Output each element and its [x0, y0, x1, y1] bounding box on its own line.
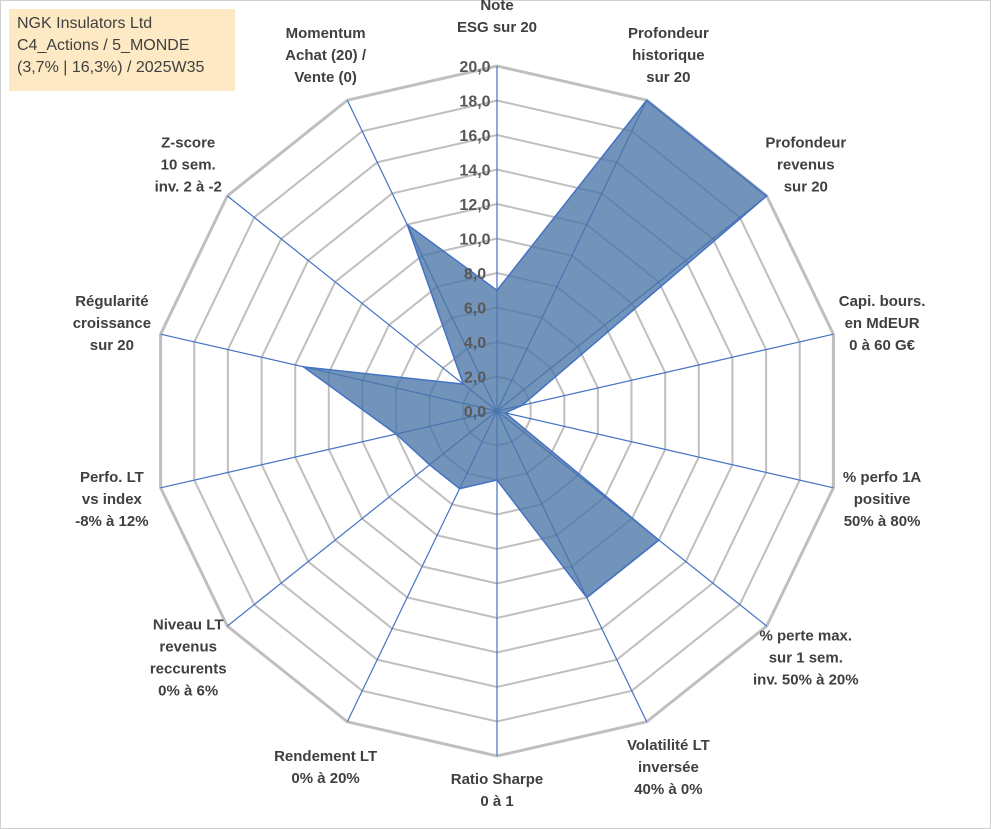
axis-label-8: Rendement LT 0% à 20%	[274, 748, 377, 787]
axis-label-6-line-2: 40% à 0%	[634, 781, 702, 798]
radar-tick-labels: 0,0 2,0 4,0 6,0 8,0 10,0 12,0 14,0 16,0 18,0 20,0	[459, 59, 490, 421]
axis-label-5-line-2: inv. 50% à 20%	[753, 671, 859, 688]
axis-label-9-line-3: 0% à 6%	[158, 682, 218, 699]
axis-label-10-line-0: Perfo. LT	[80, 469, 144, 486]
axis-label-11-line-0: Régularité	[75, 293, 148, 310]
axis-label-2-line-1: revenus	[777, 157, 835, 174]
axis-label-8-line-1: 0% à 20%	[291, 770, 359, 787]
axis-label-11: Régularité croissance sur 20	[73, 293, 151, 354]
axis-label-9-line-1: revenus	[159, 638, 217, 655]
axis-label-13: Momentum Achat (20) / Vente (0)	[285, 25, 367, 86]
axis-label-9: Niveau LT revenus reccurents 0% à 6%	[150, 616, 227, 699]
tick-label-6: 12,0	[459, 197, 490, 214]
tick-label-5: 10,0	[459, 232, 490, 249]
tick-label-4: 8,0	[464, 266, 486, 283]
performance-week: (3,7% | 16,3%) / 2025W35	[17, 59, 205, 76]
axis-label-9-line-2: reccurents	[150, 660, 227, 677]
tick-label-2: 4,0	[464, 335, 486, 352]
radar-series	[300, 99, 768, 599]
axis-label-10-line-2: -8% à 12%	[75, 513, 148, 530]
axis-label-2-line-2: sur 20	[784, 179, 828, 196]
radar-axis-labels: Note ESG sur 20 Profondeur historique sur 20…	[73, 0, 926, 810]
axis-label-3-line-2: 0 à 60 G€	[849, 337, 916, 354]
tick-label-0: 0,0	[464, 404, 486, 421]
axis-label-12-line-0: Z-score	[161, 135, 215, 152]
axis-label-3: Capi. bours. en MdEUR 0 à 60 G€	[839, 293, 926, 354]
info-box: NGK Insulators Ltd C4_Actions / 5_MONDE …	[9, 9, 235, 91]
tick-label-1: 2,0	[464, 370, 486, 387]
tick-label-10: 20,0	[459, 59, 490, 76]
axis-label-11-line-1: croissance	[73, 315, 151, 332]
axis-spoke-12	[226, 195, 498, 412]
axis-label-4-line-1: positive	[854, 491, 911, 508]
axis-label-5: % perte max. sur 1 sem. inv. 50% à 20%	[753, 627, 859, 688]
axis-label-1-line-1: historique	[632, 47, 705, 64]
axis-label-12: Z-score 10 sem. inv. 2 à -2	[155, 135, 222, 196]
axis-label-1: Profondeur historique sur 20	[628, 25, 709, 86]
axis-label-1-line-2: sur 20	[646, 69, 690, 86]
tick-label-3: 6,0	[464, 301, 486, 318]
axis-label-8-line-0: Rendement LT	[274, 748, 377, 765]
portfolio-category: C4_Actions / 5_MONDE	[17, 37, 190, 54]
axis-spoke-4	[496, 410, 834, 489]
axis-label-12-line-1: 10 sem.	[161, 157, 216, 174]
axis-label-10: Perfo. LT vs index -8% à 12%	[75, 469, 148, 530]
axis-label-6: Volatilité LT inversée 40% à 0%	[627, 737, 710, 798]
axis-label-13-line-0: Momentum	[286, 25, 366, 42]
axis-label-7-line-0: Ratio Sharpe	[451, 771, 544, 788]
axis-label-7-line-1: 0 à 1	[480, 793, 513, 810]
tick-label-7: 14,0	[459, 163, 490, 180]
axis-label-2-line-0: Profondeur	[765, 135, 846, 152]
axis-label-13-line-2: Vente (0)	[294, 69, 357, 86]
axis-label-5-line-0: % perte max.	[760, 627, 853, 644]
axis-label-3-line-1: en MdEUR	[845, 315, 920, 332]
axis-label-1-line-0: Profondeur	[628, 25, 709, 42]
axis-label-9-line-0: Niveau LT	[153, 616, 224, 633]
company-name: NGK Insulators Ltd	[17, 15, 153, 32]
axis-label-5-line-1: sur 1 sem.	[769, 649, 843, 666]
axis-label-13-line-1: Achat (20) /	[285, 47, 367, 64]
axis-label-0-line-0: Note	[480, 0, 513, 14]
axis-label-11-line-2: sur 20	[90, 337, 134, 354]
axis-label-4-line-2: 50% à 80%	[844, 513, 921, 530]
axis-label-12-line-2: inv. 2 à -2	[155, 179, 222, 196]
axis-label-6-line-0: Volatilité LT	[627, 737, 710, 754]
axis-label-7: Ratio Sharpe 0 à 1	[451, 771, 544, 810]
axis-spoke-3	[496, 333, 834, 412]
axis-label-3-line-0: Capi. bours.	[839, 293, 926, 310]
series-area	[300, 99, 768, 599]
tick-label-9: 18,0	[459, 94, 490, 111]
tick-label-8: 16,0	[459, 128, 490, 145]
axis-label-0: Note ESG sur 20	[457, 0, 537, 36]
axis-label-4-line-0: % perfo 1A	[843, 469, 922, 486]
axis-label-2: Profondeur revenus sur 20	[765, 135, 846, 196]
axis-label-10-line-1: vs index	[82, 491, 143, 508]
axis-label-0-line-1: ESG sur 20	[457, 19, 537, 36]
axis-label-4: % perfo 1A positive 50% à 80%	[843, 469, 922, 530]
axis-label-6-line-1: inversée	[638, 759, 699, 776]
